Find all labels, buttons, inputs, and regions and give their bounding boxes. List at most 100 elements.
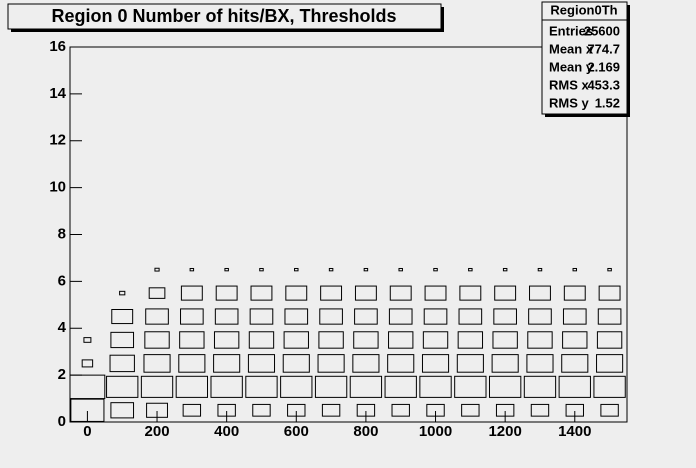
bin-box	[282, 354, 310, 373]
bin-box	[354, 308, 378, 325]
bin-box	[527, 331, 553, 349]
bin-box	[280, 375, 313, 398]
bin-box	[363, 267, 369, 272]
bin-box	[283, 331, 309, 349]
title-box	[7, 3, 442, 30]
stats-box	[541, 1, 628, 115]
stats-label: RMS x	[549, 77, 590, 92]
bin-box	[111, 309, 134, 325]
bin-box	[458, 308, 483, 325]
bin-box	[154, 267, 160, 272]
bin-box	[250, 285, 273, 301]
bin-box	[70, 398, 105, 422]
bin-box	[110, 402, 135, 419]
stats-title: Region0Th	[550, 2, 617, 17]
bin-box	[494, 285, 517, 301]
bin-box	[314, 375, 348, 398]
bin-box	[106, 375, 139, 398]
bin-box	[247, 354, 276, 373]
bin-box	[461, 403, 480, 417]
bin-box	[528, 308, 552, 325]
stats-value: 774.7	[587, 41, 620, 56]
bin-box	[294, 267, 299, 272]
bin-box	[224, 267, 229, 272]
bin-box	[468, 267, 473, 272]
bin-box	[354, 285, 377, 301]
bin-box	[387, 354, 415, 373]
stats-label: Entries	[549, 23, 593, 38]
bin-box	[213, 331, 240, 349]
bin-box	[529, 285, 551, 301]
bin-box	[563, 285, 586, 301]
bin-box	[148, 287, 166, 299]
bin-box	[178, 354, 206, 373]
bin-box	[259, 267, 264, 272]
bin-box	[488, 375, 522, 398]
bin-box	[143, 354, 171, 373]
y-tick-label: 14	[49, 85, 66, 102]
y-tick-label: 2	[58, 366, 66, 383]
x-tick-label: 600	[284, 423, 309, 440]
bin-box	[558, 375, 591, 398]
bin-box	[189, 267, 195, 272]
frame	[69, 46, 628, 423]
bin-box	[530, 403, 550, 417]
bin-box	[384, 375, 417, 398]
bin-box	[319, 308, 343, 325]
bin-box	[248, 331, 275, 349]
bin-box	[454, 375, 487, 398]
bin-box	[69, 374, 106, 400]
bin-box	[426, 403, 445, 417]
bin-box	[284, 308, 309, 325]
x-tick-label: 1000	[419, 423, 452, 440]
chart-title: Region 0 Number of hits/BX, Thresholds	[51, 6, 396, 26]
bin-box	[422, 331, 449, 349]
bin-box	[175, 375, 209, 398]
bin-box	[596, 354, 624, 373]
bin-box	[537, 267, 543, 272]
bin-box	[109, 354, 135, 373]
stats-label: Mean x	[549, 41, 594, 56]
x-tick-label: 400	[214, 423, 239, 440]
bin-box	[119, 290, 126, 296]
y-tick-label: 0	[58, 413, 66, 430]
bin-box	[561, 354, 589, 373]
bin-box	[110, 331, 135, 349]
stats-value: 2.169	[587, 59, 620, 74]
bin-box	[433, 267, 438, 272]
bin-box	[495, 403, 515, 417]
y-tick-label: 8	[58, 225, 66, 242]
bin-box	[423, 308, 448, 325]
bin-box	[600, 403, 619, 417]
stats-label: RMS y	[549, 95, 590, 110]
bin-box	[349, 375, 383, 398]
bin-box	[320, 285, 343, 301]
bin-box	[144, 331, 170, 349]
bin-box	[388, 308, 413, 325]
bin-box	[562, 331, 588, 349]
bin-box	[457, 331, 484, 349]
bin-box	[421, 354, 450, 373]
bin-box	[214, 308, 239, 325]
bin-box	[81, 359, 94, 368]
bin-box	[388, 331, 414, 349]
bin-box	[145, 308, 169, 325]
bin-box	[492, 331, 518, 349]
bin-box	[398, 267, 403, 272]
bin-box	[593, 375, 626, 398]
y-tick-label: 10	[49, 179, 66, 196]
bin-box	[352, 354, 380, 373]
stats-value: 1.52	[595, 95, 620, 110]
bin-box	[502, 267, 508, 272]
bin-box	[213, 354, 241, 373]
bin-box	[317, 354, 345, 373]
bin-box	[389, 285, 412, 301]
bin-box	[146, 402, 168, 418]
bin-box	[215, 285, 238, 301]
bin-box	[287, 403, 306, 417]
x-tick-label: 800	[353, 423, 378, 440]
x-tick-label: 1400	[558, 423, 591, 440]
x-tick-label: 1200	[488, 423, 521, 440]
bin-box	[217, 403, 236, 417]
